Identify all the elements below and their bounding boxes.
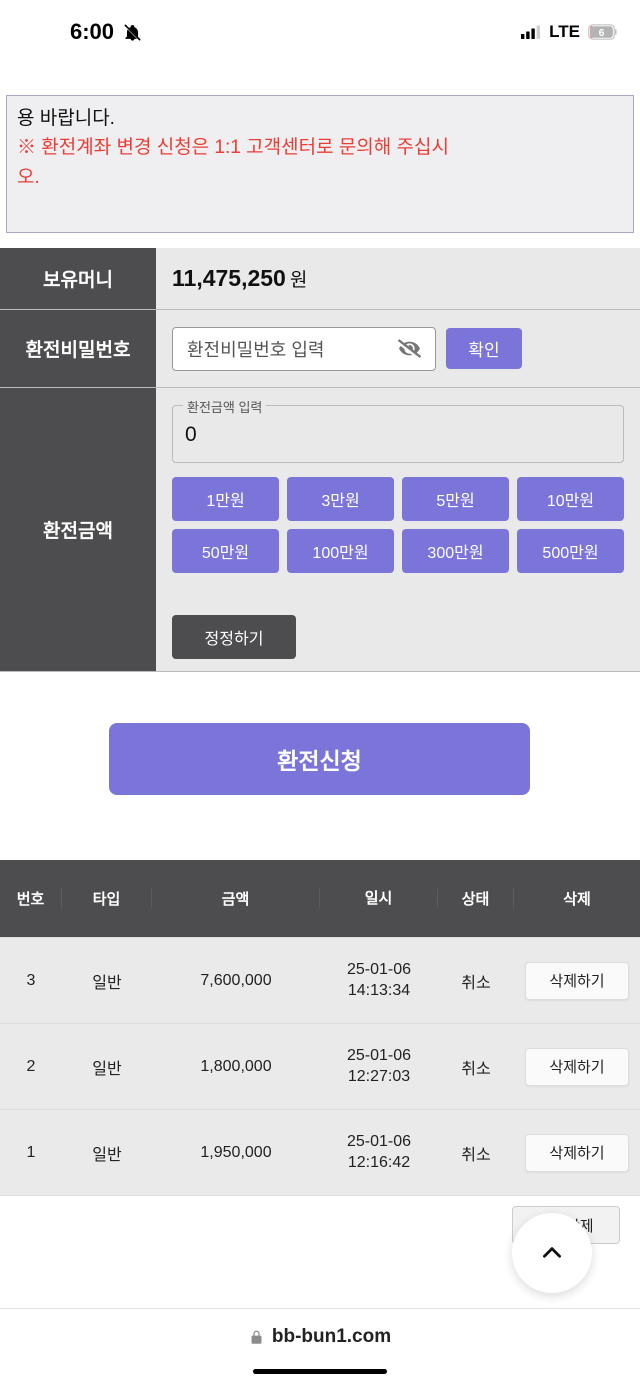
svg-text:6: 6	[599, 27, 605, 39]
